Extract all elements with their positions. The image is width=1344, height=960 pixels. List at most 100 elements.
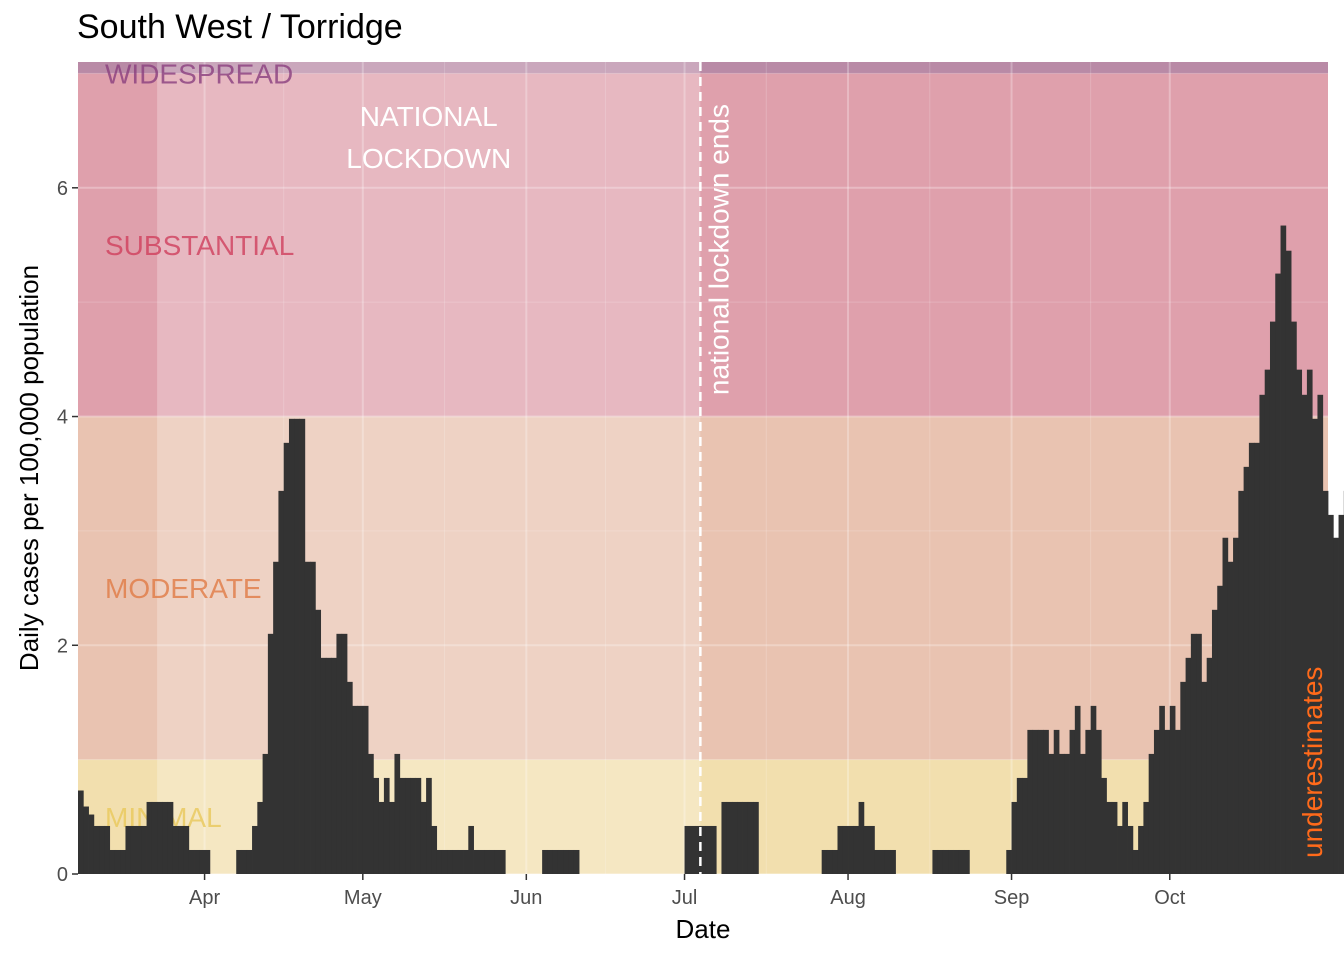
bar bbox=[362, 705, 369, 874]
band-label-widespread: WIDESPREAD bbox=[105, 58, 293, 89]
bar bbox=[1238, 490, 1245, 874]
x-tick-label: Oct bbox=[1154, 887, 1186, 909]
bar bbox=[958, 849, 965, 874]
bar bbox=[721, 801, 728, 874]
bar bbox=[436, 849, 443, 874]
bar bbox=[890, 849, 896, 874]
bar bbox=[288, 418, 295, 874]
bar bbox=[700, 825, 707, 874]
bar bbox=[953, 849, 960, 874]
bar bbox=[1032, 729, 1039, 874]
bar bbox=[294, 418, 300, 874]
lockdown-label-line2: LOCKDOWN bbox=[346, 143, 511, 174]
bar bbox=[283, 442, 290, 874]
bar bbox=[1217, 585, 1223, 874]
bar bbox=[832, 849, 838, 874]
bar bbox=[357, 705, 364, 874]
bar bbox=[563, 849, 569, 874]
bar bbox=[389, 801, 395, 874]
bar bbox=[415, 777, 422, 874]
bar bbox=[336, 633, 343, 874]
bar bbox=[1106, 801, 1113, 874]
bar bbox=[1095, 729, 1102, 874]
bar bbox=[568, 849, 575, 874]
bar bbox=[1275, 273, 1281, 874]
bar bbox=[684, 825, 691, 874]
bar bbox=[879, 849, 886, 874]
bar bbox=[1296, 369, 1303, 874]
bar bbox=[146, 801, 153, 874]
y-tick-label: 4 bbox=[57, 407, 68, 429]
bar bbox=[942, 849, 949, 874]
bar bbox=[874, 849, 881, 874]
bar bbox=[705, 825, 712, 874]
bar bbox=[125, 825, 132, 874]
bar bbox=[478, 849, 485, 874]
lockdown-end-label: national lockdown ends bbox=[703, 104, 734, 395]
bar bbox=[821, 849, 828, 874]
bar bbox=[373, 777, 380, 874]
bar bbox=[399, 777, 406, 874]
bar bbox=[93, 825, 100, 874]
bar bbox=[1222, 537, 1229, 874]
bar bbox=[1248, 442, 1255, 874]
x-tick-label: Jun bbox=[510, 887, 542, 909]
bar bbox=[1206, 657, 1213, 874]
bar bbox=[1127, 825, 1134, 874]
bar bbox=[183, 825, 190, 874]
underestimates-label: underestimates bbox=[1297, 667, 1328, 858]
bar bbox=[1301, 394, 1308, 874]
y-axis-title: Daily cases per 100,000 population bbox=[14, 265, 44, 671]
lockdown-shade bbox=[157, 62, 701, 874]
bar bbox=[410, 777, 416, 874]
bar bbox=[1264, 369, 1271, 874]
bar bbox=[1169, 705, 1176, 874]
bar bbox=[468, 825, 474, 874]
bar bbox=[457, 849, 464, 874]
bar bbox=[1259, 394, 1266, 874]
bar bbox=[1027, 729, 1034, 874]
bar bbox=[494, 849, 501, 874]
bar bbox=[1080, 753, 1086, 874]
bar bbox=[405, 777, 411, 874]
lockdown-label-line1: NATIONAL bbox=[360, 101, 498, 132]
bar bbox=[1291, 321, 1297, 874]
bar bbox=[1243, 466, 1250, 874]
bar bbox=[1254, 442, 1260, 874]
bar bbox=[1317, 394, 1324, 874]
bar bbox=[1064, 753, 1070, 874]
bar bbox=[246, 849, 253, 874]
bar bbox=[236, 849, 242, 874]
bar bbox=[1006, 849, 1012, 874]
bar bbox=[278, 490, 285, 874]
bar bbox=[172, 825, 179, 874]
bar bbox=[114, 849, 121, 874]
bar bbox=[1101, 777, 1107, 874]
bar bbox=[695, 825, 701, 874]
bar bbox=[937, 849, 944, 874]
bar bbox=[964, 849, 970, 874]
bar bbox=[394, 753, 401, 874]
y-tick-label: 6 bbox=[57, 178, 68, 200]
x-tick-label: Sep bbox=[994, 887, 1030, 909]
axes: 0 2 4 6 Apr May Jun Jul Aug Sep Oct Date Daily cases… bbox=[14, 178, 1186, 944]
bar bbox=[262, 753, 269, 874]
bar bbox=[573, 849, 580, 874]
bar bbox=[1338, 514, 1344, 874]
bar bbox=[689, 825, 696, 874]
band-labels: MINIMALMODERATESUBSTANTIALWIDESPREAD bbox=[105, 58, 294, 832]
x-tick-label: Jul bbox=[672, 887, 698, 909]
bar bbox=[99, 825, 105, 874]
bar bbox=[1175, 729, 1181, 874]
bar bbox=[426, 777, 432, 874]
x-tick-label: May bbox=[344, 887, 382, 909]
bar bbox=[1280, 225, 1287, 875]
bar bbox=[352, 705, 358, 874]
bar bbox=[884, 849, 891, 874]
bar bbox=[188, 849, 195, 874]
bar bbox=[1043, 729, 1049, 874]
bar bbox=[331, 657, 337, 874]
bar bbox=[726, 801, 733, 874]
bar bbox=[1153, 729, 1160, 874]
bar bbox=[1233, 537, 1239, 874]
